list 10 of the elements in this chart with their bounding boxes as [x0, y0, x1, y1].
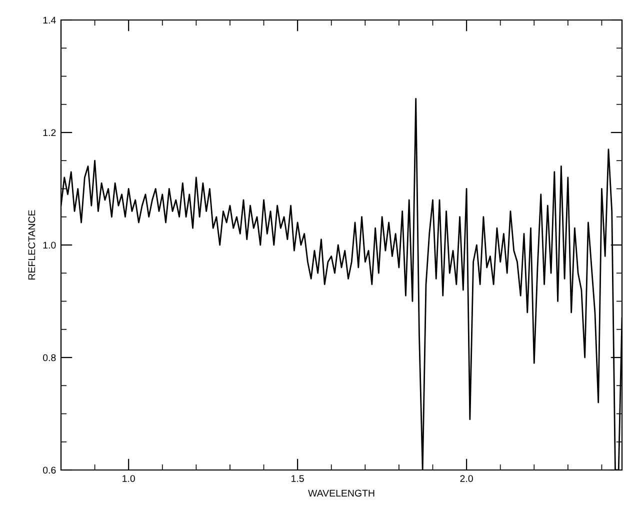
- x-axis-title: WAVELENGTH: [308, 490, 374, 497]
- x-tick-label: 2.0: [460, 475, 473, 482]
- y-tick-label: 1.2: [43, 129, 56, 136]
- x-tick-label: 1.0: [122, 475, 135, 482]
- y-tick-label: 1.0: [43, 242, 56, 249]
- y-tick-label: 1.4: [43, 16, 56, 24]
- y-axis-title: REFLECTANCE: [28, 210, 36, 280]
- y-tick-label: 0.8: [43, 354, 56, 362]
- y-tick-label: 0.6: [43, 466, 56, 474]
- x-tick-label: 1.5: [292, 475, 304, 482]
